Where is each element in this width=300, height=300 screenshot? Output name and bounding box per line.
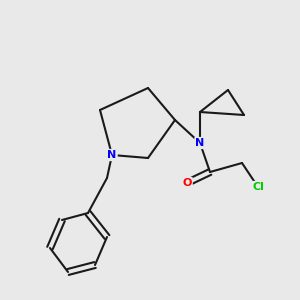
Text: Cl: Cl (252, 182, 264, 192)
Text: N: N (195, 138, 205, 148)
Text: O: O (182, 178, 192, 188)
Text: N: N (107, 150, 117, 160)
